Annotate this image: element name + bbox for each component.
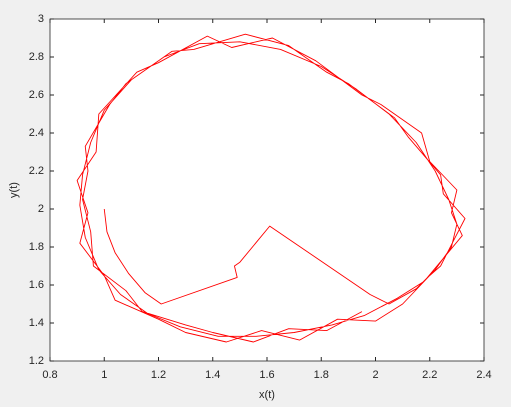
y-tick-label: 2.4 bbox=[29, 127, 44, 139]
y-tick-label: 1.2 bbox=[29, 355, 44, 367]
y-tick-label: 2 bbox=[38, 203, 44, 215]
axes-background bbox=[50, 19, 484, 361]
x-tick-label: 2.4 bbox=[476, 369, 491, 381]
y-tick-label: 2.6 bbox=[29, 89, 44, 101]
x-tick-label: 1 bbox=[101, 369, 107, 381]
y-tick-label: 3 bbox=[38, 13, 44, 25]
x-tick-label: 0.8 bbox=[42, 369, 57, 381]
y-tick-label: 1.4 bbox=[29, 317, 44, 329]
x-axis-label: x(t) bbox=[259, 389, 275, 401]
y-axis-label: y(t) bbox=[8, 182, 20, 198]
x-tick-label: 1.2 bbox=[151, 369, 166, 381]
trajectory bbox=[76, 33, 466, 343]
x-tick-label: 1.6 bbox=[259, 369, 274, 381]
y-tick-label: 2.2 bbox=[29, 165, 44, 177]
y-tick-label: 1.6 bbox=[29, 279, 44, 291]
y-tick-label: 1.8 bbox=[29, 241, 44, 253]
y-tick-label: 2.8 bbox=[29, 51, 44, 63]
x-tick-label: 1.8 bbox=[314, 369, 329, 381]
x-tick-label: 2 bbox=[372, 369, 378, 381]
x-tick-label: 1.4 bbox=[205, 369, 220, 381]
x-tick-label: 2.2 bbox=[422, 369, 437, 381]
